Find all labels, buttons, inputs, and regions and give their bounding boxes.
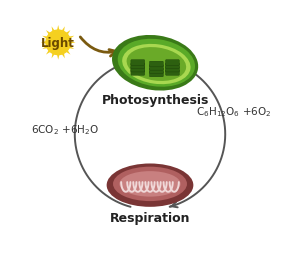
FancyBboxPatch shape	[166, 60, 179, 66]
Polygon shape	[42, 47, 47, 50]
FancyBboxPatch shape	[131, 67, 145, 73]
Polygon shape	[57, 26, 59, 31]
Polygon shape	[66, 31, 70, 36]
Polygon shape	[52, 54, 55, 59]
Ellipse shape	[119, 171, 181, 197]
Polygon shape	[62, 27, 65, 33]
FancyBboxPatch shape	[149, 62, 163, 68]
Polygon shape	[69, 47, 74, 50]
Polygon shape	[46, 51, 50, 55]
Text: Photosynthesis: Photosynthesis	[101, 94, 209, 107]
Ellipse shape	[127, 48, 186, 82]
FancyBboxPatch shape	[166, 67, 179, 73]
Polygon shape	[66, 51, 70, 55]
FancyBboxPatch shape	[149, 65, 163, 71]
Polygon shape	[42, 37, 47, 40]
Polygon shape	[70, 42, 76, 44]
Polygon shape	[69, 37, 74, 40]
Polygon shape	[46, 31, 50, 36]
FancyBboxPatch shape	[149, 72, 163, 77]
Text: 6CO$_2$ +6H$_2$O: 6CO$_2$ +6H$_2$O	[32, 123, 100, 136]
Ellipse shape	[118, 40, 195, 87]
Polygon shape	[62, 54, 65, 59]
FancyBboxPatch shape	[131, 64, 145, 69]
Ellipse shape	[112, 36, 198, 91]
Ellipse shape	[107, 164, 194, 207]
Polygon shape	[57, 55, 59, 60]
Text: Respiration: Respiration	[110, 211, 190, 224]
FancyBboxPatch shape	[131, 60, 145, 66]
Polygon shape	[41, 42, 46, 44]
FancyBboxPatch shape	[166, 70, 179, 76]
Text: C$_6$H$_{12}$O$_6$ +6O$_2$: C$_6$H$_{12}$O$_6$ +6O$_2$	[196, 105, 272, 119]
FancyBboxPatch shape	[131, 70, 145, 76]
Ellipse shape	[122, 45, 190, 85]
Ellipse shape	[113, 167, 187, 201]
Polygon shape	[52, 27, 55, 33]
FancyBboxPatch shape	[149, 69, 163, 74]
Text: Light: Light	[41, 37, 75, 50]
FancyBboxPatch shape	[166, 64, 179, 69]
Circle shape	[46, 31, 70, 55]
